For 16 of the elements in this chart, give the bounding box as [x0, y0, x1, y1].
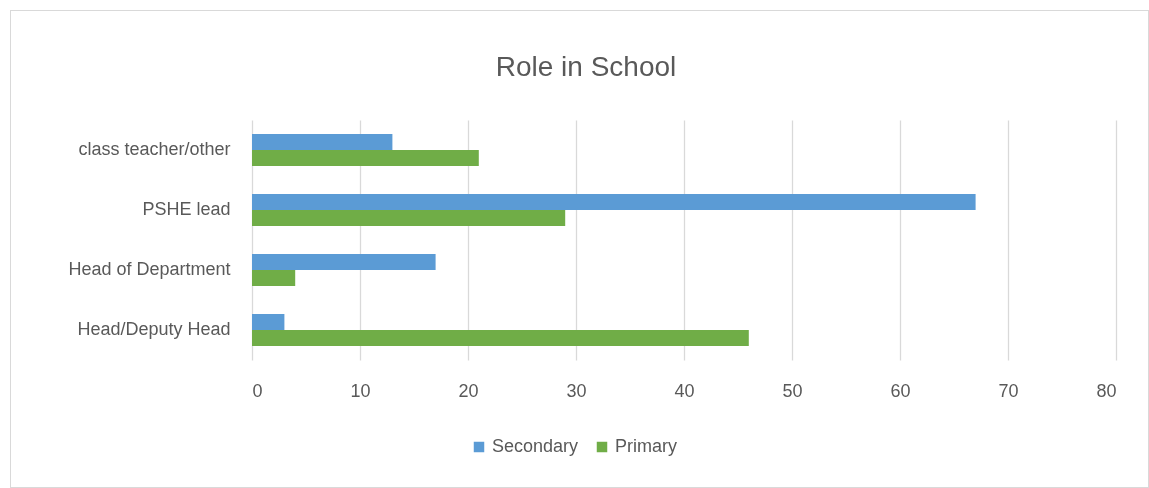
x-tick-label: 70: [998, 380, 1019, 401]
x-tick-label: 60: [890, 380, 911, 401]
y-tick-label: Head of Department: [68, 259, 231, 279]
x-tick-label: 50: [782, 380, 803, 401]
x-tick-label: 40: [674, 380, 695, 401]
x-tick-label: 20: [458, 380, 479, 401]
y-tick-label: PSHE lead: [142, 199, 231, 219]
y-tick-label: Head/Deputy Head: [77, 319, 231, 339]
x-tick-label: 80: [1096, 380, 1117, 401]
x-tick-label: 0: [252, 380, 263, 401]
x-tick-label: 10: [350, 380, 371, 401]
y-tick-label: class teacher/other: [78, 139, 231, 159]
chart-title: Role in School: [495, 51, 677, 82]
legend-label: Secondary: [492, 436, 579, 456]
legend-label: Primary: [615, 436, 677, 456]
x-tick-label: 30: [566, 380, 587, 401]
